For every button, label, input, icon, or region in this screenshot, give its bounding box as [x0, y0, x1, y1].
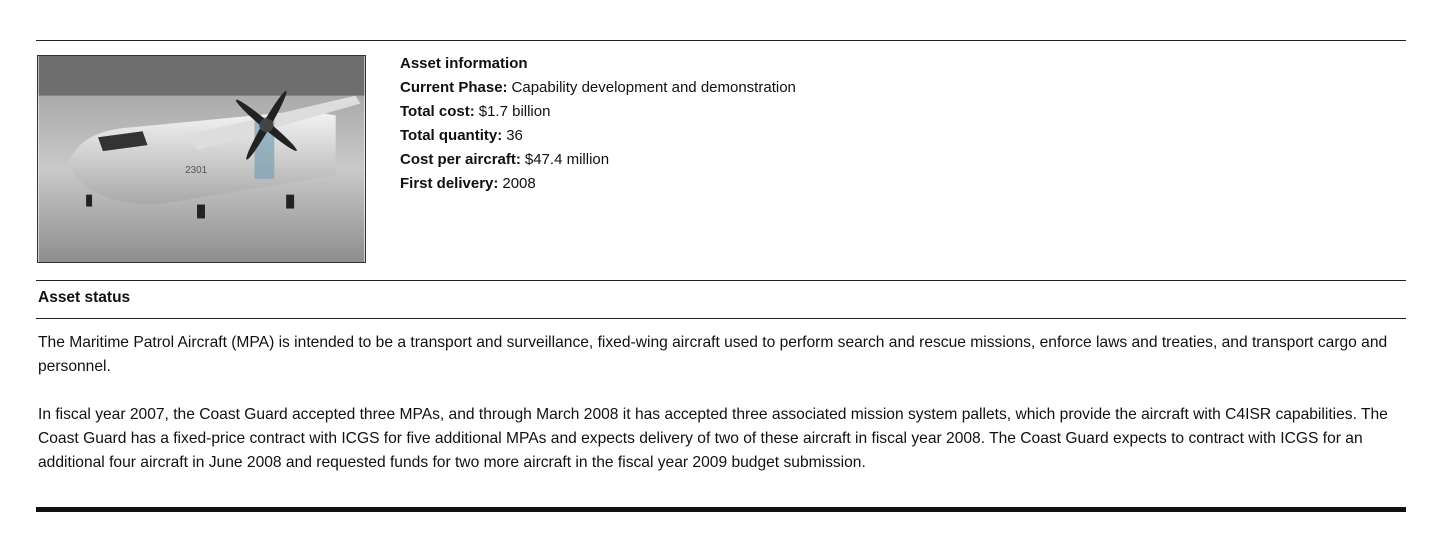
info-field: Total quantity: 36 [400, 124, 796, 148]
svg-text:2301: 2301 [185, 165, 208, 176]
asset-info: Asset information Current Phase: Capabili… [400, 52, 796, 196]
field-label: Total quantity: [400, 127, 503, 144]
field-value: $1.7 billion [478, 103, 551, 120]
info-field: Cost per aircraft: $47.4 million [400, 148, 796, 172]
paragraph: In fiscal year 2007, the Coast Guard acc… [38, 406, 1388, 471]
field-label: Total cost: [400, 103, 475, 120]
info-field: Total cost: $1.7 billion [400, 100, 796, 124]
info-fields: Current Phase: Capability development and… [400, 76, 796, 196]
aircraft-photo: 2301 [37, 55, 366, 263]
section-rule [36, 318, 1406, 319]
field-value: $47.4 million [524, 151, 610, 168]
field-label: Cost per aircraft: [400, 151, 521, 168]
field-value: 2008 [502, 175, 536, 192]
info-title: Asset information [400, 55, 528, 72]
field-value: 36 [506, 127, 523, 144]
section-rule [36, 280, 1406, 281]
top-rule [36, 40, 1406, 41]
info-field: First delivery: 2008 [400, 172, 796, 196]
status-title: Asset status [38, 289, 131, 306]
paragraph: The Maritime Patrol Aircraft (MPA) is in… [38, 334, 1388, 375]
field-value: Capability development and demonstration [511, 79, 796, 96]
field-label: First delivery: [400, 175, 499, 192]
info-field: Current Phase: Capability development and… [400, 76, 796, 100]
field-label: Current Phase: [400, 79, 508, 96]
bottom-rule [36, 507, 1406, 512]
